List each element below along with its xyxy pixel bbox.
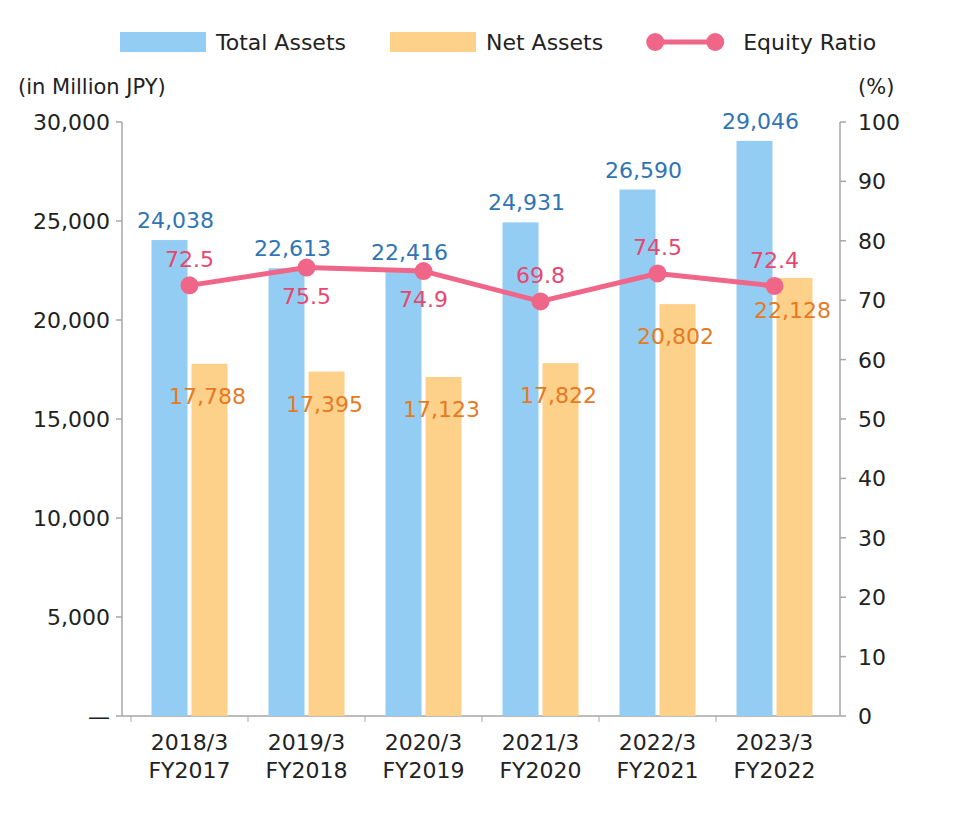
- y2-tick: [840, 715, 846, 717]
- legend-label: Total Assets: [215, 30, 346, 55]
- bar-data-label: 17,788: [169, 384, 246, 409]
- y-axis-title: (in Million JPY): [18, 75, 166, 99]
- bar-data-label: 20,802: [637, 324, 714, 349]
- plot-area: [152, 141, 813, 716]
- y2-tick: [840, 596, 846, 598]
- bar-data-label: 24,038: [137, 208, 214, 233]
- chart-svg: — 5,000 10,000 15,000 20,000 25,000 30,000 0 10 2…: [0, 0, 980, 840]
- y2-tick: [840, 359, 846, 361]
- bar: [737, 141, 773, 716]
- line-marker: [532, 292, 550, 310]
- bar: [426, 377, 462, 716]
- line: [190, 268, 775, 302]
- bar: [777, 278, 813, 716]
- y-tick: [116, 517, 122, 519]
- y2-tick: [840, 656, 846, 658]
- x-tick: [365, 716, 366, 722]
- y2-tick-label: 80: [858, 229, 886, 254]
- y2-tick-label: 40: [858, 466, 886, 491]
- y-tick: [116, 319, 122, 321]
- y-tick: [116, 220, 122, 222]
- line-data-label: 69.8: [516, 263, 565, 288]
- y2-tick: [840, 181, 846, 183]
- y-tick-label: 20,000: [33, 308, 110, 333]
- legend-swatch: [706, 33, 724, 51]
- y-tick-label: 15,000: [33, 407, 110, 432]
- y2-tick-label: 50: [858, 407, 886, 432]
- y-tick-label: —: [88, 704, 110, 729]
- line-marker: [766, 277, 784, 295]
- chart-container: — 5,000 10,000 15,000 20,000 25,000 30,000 0 10 2…: [0, 0, 980, 840]
- y2-tick-label: 90: [858, 169, 886, 194]
- legend-swatch: [390, 32, 476, 52]
- y2-tick-label: 20: [858, 585, 886, 610]
- bar-data-label: 22,416: [371, 240, 448, 265]
- x-axis-line: [122, 715, 840, 717]
- line-data-label: 72.5: [165, 247, 214, 272]
- x-tick-label: 2022/3FY2021: [616, 730, 698, 783]
- line-data-label: 74.5: [633, 235, 682, 260]
- y2-tick: [840, 537, 846, 539]
- y-tick: [116, 715, 122, 717]
- legend-label: Net Assets: [486, 30, 603, 55]
- bar: [269, 268, 305, 716]
- bar: [543, 363, 579, 716]
- legend-label: Equity Ratio: [743, 30, 876, 55]
- bar: [386, 272, 422, 716]
- y2-tick-label: 10: [858, 645, 886, 670]
- y-tick: [116, 616, 122, 618]
- line-data-label: 72.4: [750, 248, 799, 273]
- line-marker: [181, 276, 199, 294]
- y2-tick: [840, 240, 846, 242]
- y2-tick-label: 70: [858, 288, 886, 313]
- line-data-label: 74.9: [399, 287, 448, 312]
- y-tick-label: 5,000: [47, 605, 110, 630]
- legend-swatch: [120, 32, 206, 52]
- legend-swatch: [646, 33, 664, 51]
- bar-data-label: 29,046: [722, 109, 799, 134]
- x-tick: [716, 716, 717, 722]
- y2-tick: [840, 121, 846, 123]
- y2-tick: [840, 418, 846, 420]
- y2-tick-label: 60: [858, 348, 886, 373]
- x-tick-label: 2021/3FY2020: [499, 730, 581, 783]
- x-tick: [131, 716, 132, 722]
- y2-tick-label: 100: [858, 110, 900, 135]
- line-marker: [649, 264, 667, 282]
- x-tick-label: 2020/3FY2019: [382, 730, 464, 783]
- y2-tick: [840, 299, 846, 301]
- y2-tick: [840, 478, 846, 480]
- bar-data-label: 22,128: [754, 298, 831, 323]
- bar: [152, 240, 188, 716]
- y2-tick-label: 30: [858, 526, 886, 551]
- x-tick: [599, 716, 600, 722]
- x-tick-label: 2023/3FY2022: [733, 730, 815, 783]
- bar: [660, 304, 696, 716]
- bar: [309, 372, 345, 716]
- y2-axis-title: (%): [858, 75, 894, 99]
- y-tick-label: 30,000: [33, 110, 110, 135]
- bar-data-label: 26,590: [605, 158, 682, 183]
- bar-data-label: 17,395: [286, 392, 363, 417]
- y-tick-label: 25,000: [33, 209, 110, 234]
- line-data-label: 75.5: [282, 284, 331, 309]
- x-tick: [248, 716, 249, 722]
- y-tick-label: 10,000: [33, 506, 110, 531]
- bar-data-label: 24,931: [488, 190, 565, 215]
- x-tick: [482, 716, 483, 722]
- y-tick: [116, 121, 122, 123]
- bar-data-label: 17,822: [520, 383, 597, 408]
- bar: [192, 364, 228, 716]
- y2-tick-label: 0: [858, 704, 872, 729]
- x-tick-label: 2018/3FY2017: [148, 730, 230, 783]
- bar-data-label: 17,123: [403, 397, 480, 422]
- x-tick-label: 2019/3FY2018: [265, 730, 347, 783]
- labels: 24,038 22,613 22,416 24,931 26,590 29,046 17,7…: [137, 109, 831, 422]
- bar-data-label: 22,613: [254, 236, 331, 261]
- y-tick: [116, 418, 122, 420]
